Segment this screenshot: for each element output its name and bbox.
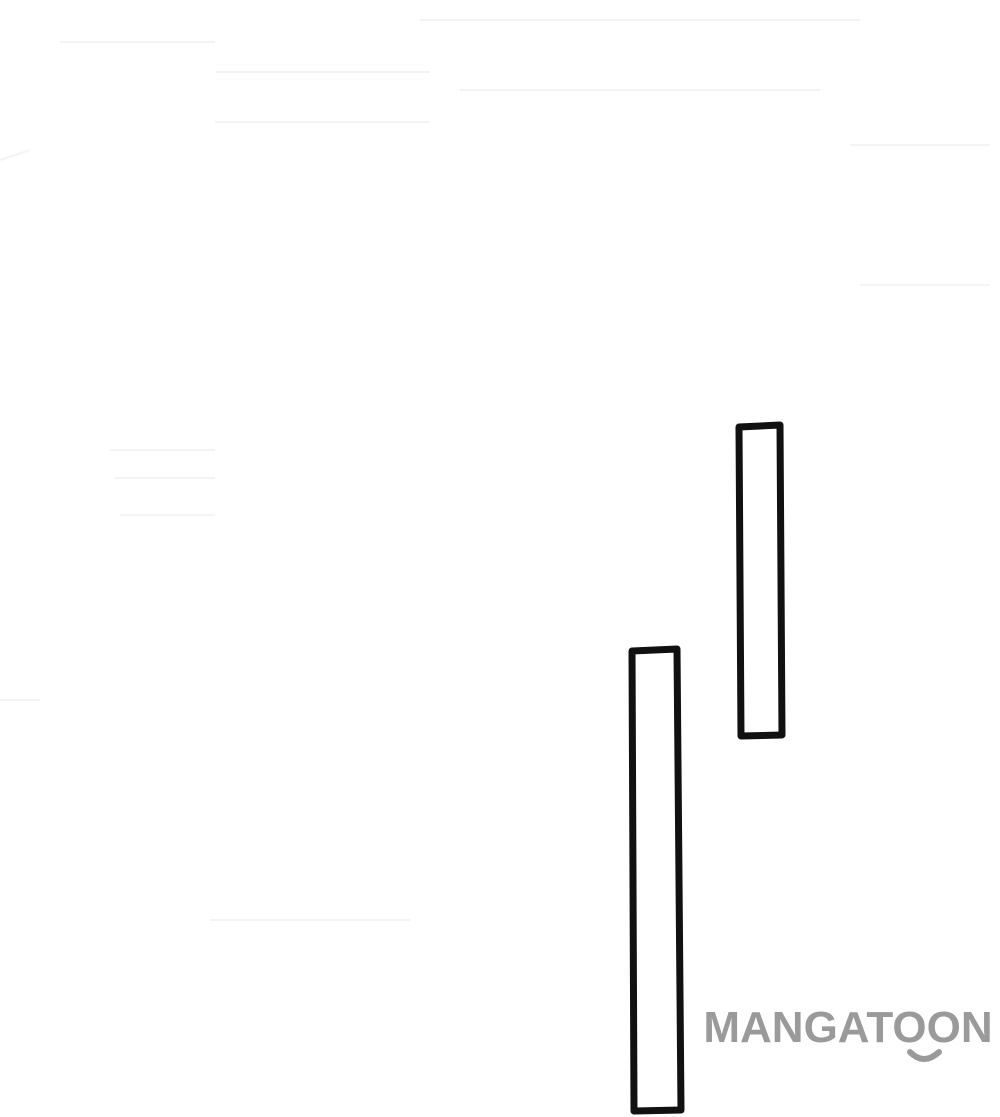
mangatoon-logo: MANGATOON [703, 1003, 993, 1062]
watermark-text: MANGATOON [703, 1003, 992, 1052]
smile-icon [907, 1049, 942, 1062]
upper-bar-outline [735, 421, 786, 740]
lower-bar-outline [628, 645, 685, 1115]
